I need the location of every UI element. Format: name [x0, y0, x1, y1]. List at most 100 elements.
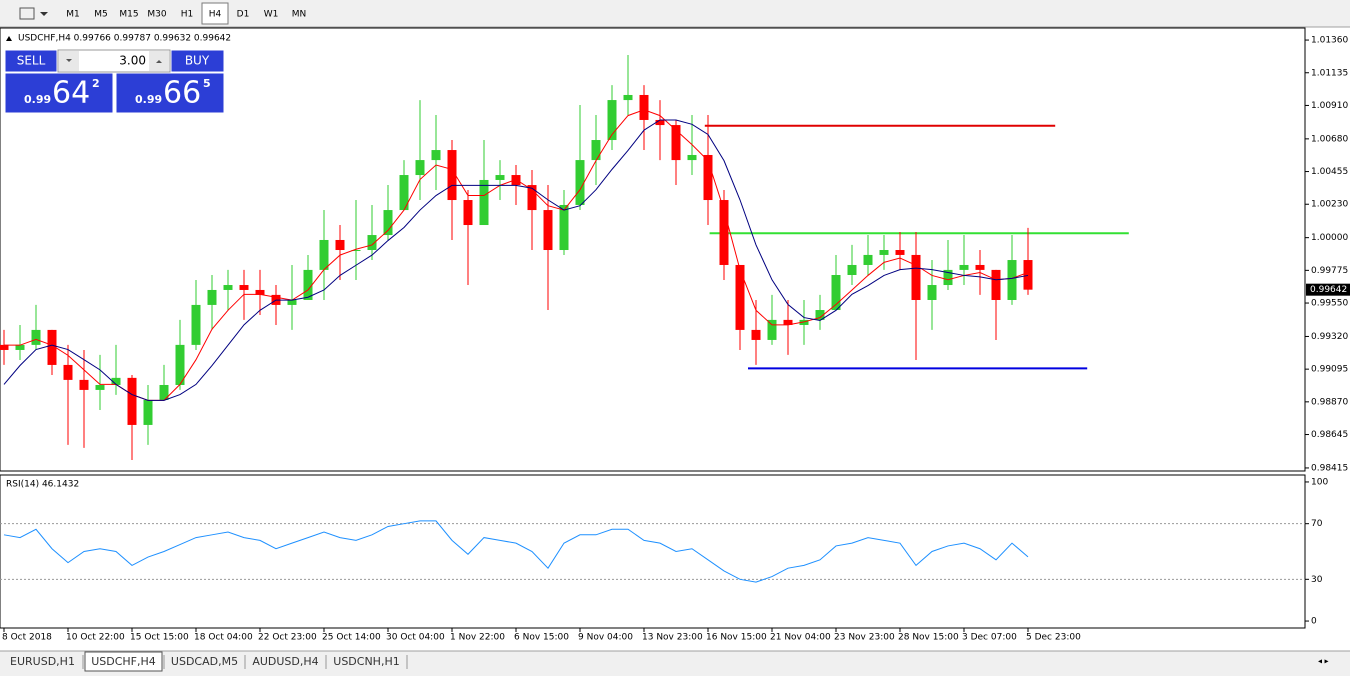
- tab-scroll[interactable]: ◂ ▸: [1318, 657, 1329, 666]
- candle-body: [799, 319, 809, 325]
- timeframe-button[interactable]: H1: [181, 10, 194, 20]
- tool-icon[interactable]: [19, 7, 35, 20]
- candle-body: [383, 210, 393, 236]
- bid-big: 0.99: [24, 93, 51, 106]
- candle-body: [575, 160, 585, 205]
- candle-body: [159, 384, 169, 400]
- bid-point: 2: [92, 77, 100, 90]
- candle-body: [719, 200, 729, 265]
- buy-label[interactable]: BUY: [185, 54, 210, 68]
- timeframe-button[interactable]: M15: [119, 10, 138, 20]
- candle-body: [895, 250, 905, 255]
- timeframe-button[interactable]: M5: [94, 10, 108, 20]
- ask-point: 5: [203, 77, 211, 90]
- candle-body: [0, 344, 9, 350]
- sell-label[interactable]: SELL: [17, 54, 46, 68]
- timeframe-button[interactable]: W1: [264, 10, 279, 20]
- sell-button[interactable]: [4, 49, 58, 73]
- tab-label[interactable]: USDCHF,H4: [91, 655, 156, 668]
- rsi-line: [3, 520, 1029, 583]
- candle-body: [879, 250, 889, 255]
- y-tick-label: 1.00680: [1311, 134, 1348, 144]
- x-tick-label: 16 Nov 15:00: [706, 633, 767, 643]
- candle-body: [831, 274, 841, 311]
- moving-average: [4, 109, 1029, 401]
- timeframe-button[interactable]: M1: [66, 10, 80, 20]
- candle-body: [927, 285, 937, 300]
- tab[interactable]: [4, 654, 81, 670]
- candle-body: [399, 175, 409, 211]
- x-tick-label: 9 Nov 04:00: [578, 633, 633, 643]
- candle-body: [415, 160, 425, 176]
- x-tick-label: 8 Oct 2018: [2, 633, 52, 643]
- timeframe-button[interactable]: H4: [209, 10, 222, 20]
- tab[interactable]: [247, 654, 324, 670]
- x-tick-label: 5 Dec 23:00: [1026, 633, 1081, 643]
- y-tick-label: 70: [1311, 519, 1323, 529]
- candle-body: [943, 269, 953, 286]
- x-tick-label: 21 Nov 04:00: [770, 633, 831, 643]
- y-tick-label: 0.99550: [1311, 299, 1348, 309]
- tab-active[interactable]: [84, 651, 163, 672]
- candle-body: [95, 384, 105, 390]
- x-tick-label: 15 Oct 15:00: [130, 633, 189, 643]
- tab-label[interactable]: USDCAD,M5: [171, 655, 238, 668]
- candle-body: [751, 329, 761, 340]
- candle-body: [975, 264, 985, 270]
- timeframe-button[interactable]: D1: [237, 10, 250, 20]
- timeframe-button[interactable]: M30: [147, 10, 166, 20]
- x-tick-label: 23 Nov 23:00: [834, 633, 895, 643]
- dropdown-icon[interactable]: [40, 12, 48, 16]
- y-tick-label: 0.98415: [1311, 463, 1348, 473]
- candle-body: [223, 285, 233, 290]
- bid-pips: 64: [52, 76, 90, 111]
- tab-label[interactable]: USDCNH,H1: [333, 655, 399, 668]
- title-icon: [6, 36, 12, 41]
- candle-body: [143, 399, 153, 425]
- candle-body: [991, 269, 1001, 300]
- candle-body: [847, 264, 857, 275]
- candle-body: [255, 289, 265, 295]
- candle-body: [735, 264, 745, 330]
- x-tick-label: 30 Oct 04:00: [386, 633, 445, 643]
- buy-button[interactable]: [170, 49, 225, 73]
- candle-body: [47, 329, 57, 365]
- candle-body: [911, 254, 921, 300]
- candle-body: [127, 377, 137, 425]
- candle-body: [447, 150, 457, 201]
- candle-body: [671, 125, 681, 161]
- candle-body: [335, 239, 345, 251]
- candle-body: [1023, 260, 1033, 290]
- candle-body: [607, 100, 617, 141]
- ask-box[interactable]: [115, 72, 225, 114]
- tab[interactable]: [328, 654, 405, 670]
- x-tick-label: 13 Nov 23:00: [642, 633, 703, 643]
- y-tick-label: 0.98870: [1311, 397, 1348, 407]
- candle-body: [495, 175, 505, 180]
- candle-body: [63, 364, 73, 380]
- candle-body: [303, 269, 313, 300]
- x-tick-label: 25 Oct 14:00: [322, 633, 381, 643]
- candle-body: [207, 289, 217, 305]
- lot-field[interactable]: [57, 49, 171, 73]
- candle-body: [15, 344, 25, 350]
- candle-body: [319, 239, 329, 270]
- candle-body: [1007, 260, 1017, 300]
- candle-body: [239, 285, 249, 290]
- x-tick-label: 10 Oct 22:00: [66, 633, 125, 643]
- tab-label[interactable]: EURUSD,H1: [10, 655, 75, 668]
- candle-body: [863, 254, 873, 265]
- y-tick-label: 1.01135: [1311, 68, 1348, 78]
- bid-box[interactable]: [4, 72, 114, 114]
- timeframe-button[interactable]: MN: [292, 10, 307, 20]
- tab-label[interactable]: AUDUSD,H4: [252, 655, 318, 668]
- lot-down-arrow: [66, 59, 72, 62]
- candle-body: [479, 179, 489, 226]
- candle-body: [655, 119, 665, 126]
- x-tick-label: 3 Dec 07:00: [962, 633, 1017, 643]
- candle-body: [959, 264, 969, 270]
- tab[interactable]: [166, 654, 243, 670]
- lot-value[interactable]: 3.00: [119, 54, 146, 68]
- ask-big: 0.99: [135, 93, 162, 106]
- y-tick-label: 30: [1311, 575, 1323, 585]
